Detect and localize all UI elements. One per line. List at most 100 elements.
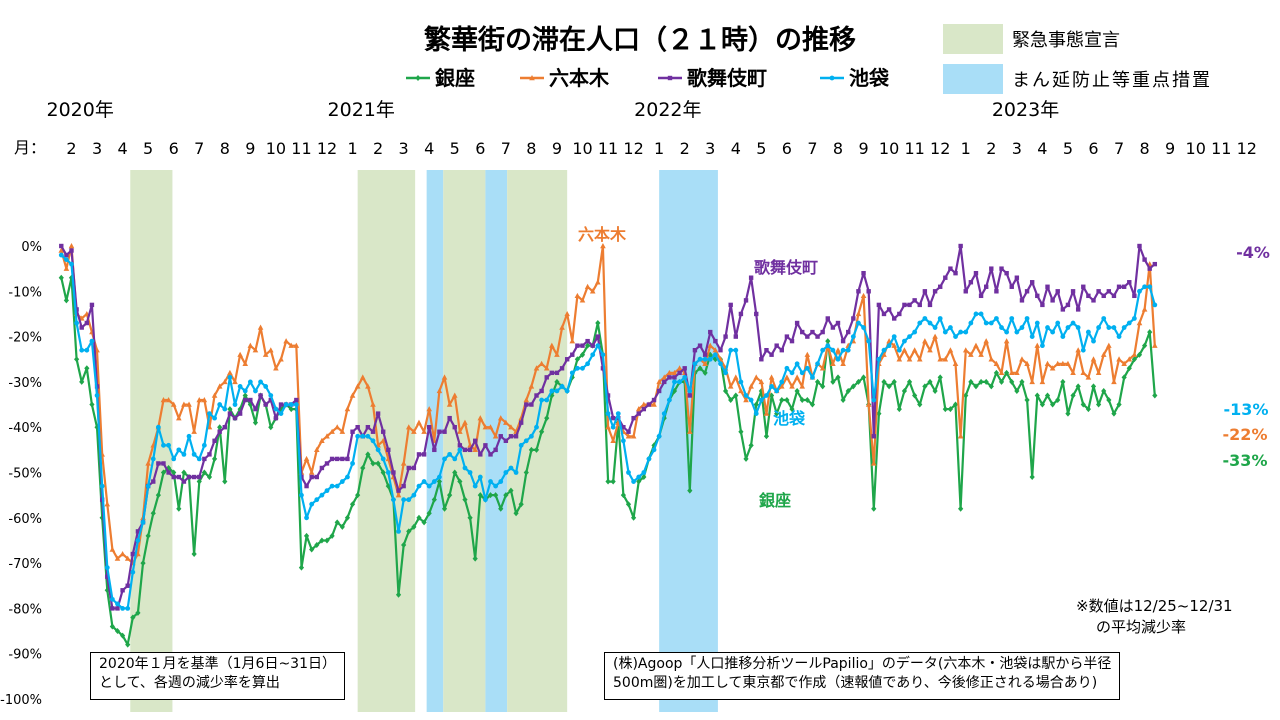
data-point — [406, 497, 412, 503]
data-point — [917, 320, 923, 326]
data-point — [718, 361, 723, 367]
data-point — [656, 433, 662, 439]
data-point — [539, 397, 545, 403]
data-point — [1070, 369, 1076, 376]
data-point — [1009, 284, 1014, 289]
data-point — [416, 452, 422, 457]
data-point — [145, 483, 151, 489]
data-point — [498, 434, 503, 439]
data-point — [375, 460, 381, 467]
data-point — [799, 397, 805, 404]
data-point — [84, 365, 90, 372]
data-point — [825, 338, 831, 345]
data-point — [120, 632, 126, 639]
data-point — [635, 406, 642, 412]
data-point — [339, 479, 345, 484]
data-point — [324, 433, 330, 439]
data-point — [237, 411, 243, 416]
data-point — [109, 596, 115, 602]
data-point — [636, 411, 641, 416]
data-point — [687, 393, 693, 398]
data-point — [988, 383, 994, 390]
data-point — [1101, 316, 1107, 321]
data-point — [631, 479, 636, 484]
data-point — [288, 402, 294, 407]
data-point — [722, 387, 729, 394]
data-point — [748, 397, 754, 403]
data-point — [641, 406, 647, 412]
data-point — [999, 325, 1004, 330]
data-point — [973, 311, 979, 317]
data-point — [666, 369, 673, 376]
data-point — [237, 351, 243, 357]
data-point — [748, 442, 754, 449]
data-point — [191, 551, 197, 558]
data-point — [201, 397, 208, 403]
data-point — [651, 447, 657, 453]
series-end-label: -13% — [1224, 400, 1269, 419]
data-point — [503, 492, 509, 499]
data-point — [723, 370, 728, 376]
series-end-label: -22% — [1223, 425, 1268, 444]
data-point — [937, 374, 943, 381]
data-point — [938, 284, 943, 289]
data-point — [605, 424, 611, 430]
data-point — [835, 374, 841, 381]
data-point — [253, 388, 258, 394]
data-point — [906, 356, 913, 362]
data-point — [1111, 293, 1117, 299]
month-tick-label: 9 — [552, 139, 562, 158]
series-4 — [58, 252, 1158, 611]
data-point — [774, 343, 779, 348]
data-point — [881, 347, 887, 353]
data-point — [958, 329, 964, 335]
data-point — [335, 456, 340, 462]
data-point — [876, 302, 882, 308]
data-point — [927, 378, 933, 385]
data-point — [753, 374, 760, 380]
data-point — [789, 338, 795, 344]
data-point — [135, 529, 141, 534]
data-point — [544, 415, 550, 422]
legend-swatch-marker — [529, 75, 535, 81]
data-point — [707, 342, 714, 348]
data-point — [661, 374, 668, 380]
data-point — [421, 519, 427, 526]
data-point — [774, 410, 780, 417]
source-note: (株)Agoop「人口推移分析ツールPapilio」のデータ(六本木・池袋は駅か… — [604, 652, 1121, 700]
data-point — [881, 378, 887, 385]
data-point — [324, 537, 330, 544]
data-point — [666, 397, 672, 403]
data-point — [89, 401, 95, 408]
data-point — [1004, 369, 1010, 376]
data-point — [912, 298, 917, 303]
data-point — [197, 474, 202, 480]
data-point — [942, 356, 949, 362]
data-point — [922, 383, 928, 390]
month-tick-label: 10 — [1186, 139, 1206, 158]
data-point — [1095, 369, 1102, 376]
data-point — [446, 401, 453, 407]
data-point — [534, 424, 539, 430]
data-point — [483, 497, 488, 503]
data-point — [901, 347, 908, 353]
data-point — [973, 270, 979, 276]
data-point — [1060, 334, 1066, 339]
data-point — [350, 429, 355, 434]
data-point — [1100, 351, 1107, 357]
data-point — [391, 497, 396, 503]
month-tick-label: 1 — [961, 139, 971, 158]
month-tick-label: 8 — [833, 139, 843, 158]
data-point — [851, 316, 856, 321]
data-point — [217, 424, 223, 431]
data-point — [89, 338, 95, 344]
data-point — [815, 334, 820, 339]
data-point — [636, 478, 642, 485]
data-point — [585, 342, 591, 349]
data-point — [1116, 334, 1122, 339]
year-label: 2020年 — [47, 99, 114, 121]
data-point — [937, 316, 943, 321]
data-point — [370, 460, 376, 467]
data-point — [472, 555, 478, 562]
data-point — [1019, 298, 1025, 303]
